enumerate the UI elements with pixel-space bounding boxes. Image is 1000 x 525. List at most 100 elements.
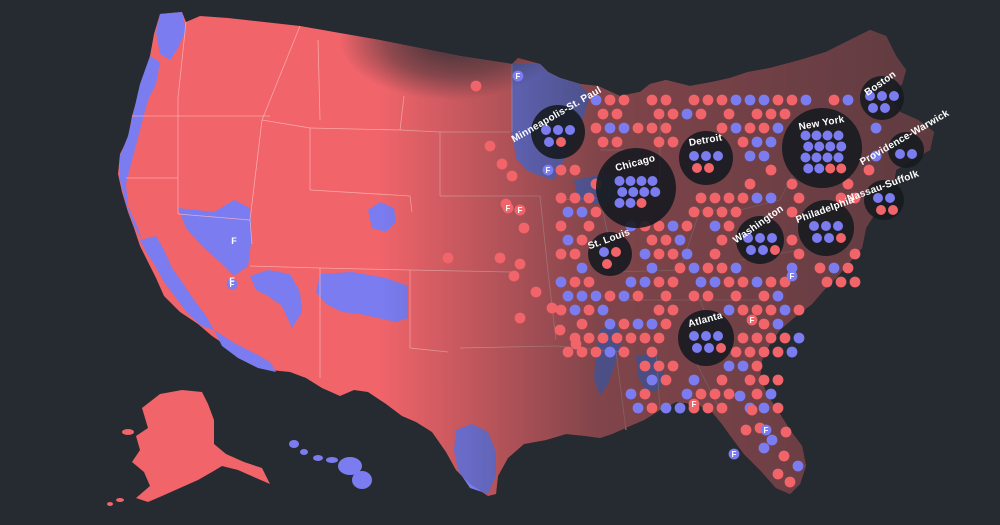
district-dot [793, 304, 805, 316]
district-dot [758, 122, 770, 134]
district-dot [740, 424, 752, 436]
district-dot [583, 192, 595, 204]
metro-district-dot [625, 176, 636, 186]
hawaii-island [338, 457, 362, 475]
district-dot [625, 388, 637, 400]
district-dot [236, 38, 248, 50]
flip-marker: F [506, 204, 511, 213]
district-dot [639, 276, 651, 288]
metro-cluster-halo [588, 232, 632, 276]
district-dot [716, 206, 728, 218]
metro-district-dot [836, 233, 846, 243]
district-dot [306, 72, 318, 84]
metro-district-dot [821, 221, 831, 231]
metro-district-dot [880, 103, 890, 113]
district-dot [590, 206, 602, 218]
district-dot [800, 94, 812, 106]
metro-district-dot [565, 125, 575, 135]
district-dot [814, 262, 826, 274]
district-dot [786, 234, 798, 246]
district-dot [660, 122, 672, 134]
district-dot [772, 374, 784, 386]
district-dot [646, 94, 658, 106]
district-dot [766, 434, 778, 446]
district-dot [514, 204, 526, 216]
district-dot [494, 252, 506, 264]
district-dot [772, 318, 784, 330]
district-dot [639, 360, 651, 372]
flip-marker: F [230, 280, 235, 289]
district-dot [702, 402, 714, 414]
district-dot [772, 94, 784, 106]
district-dot [709, 192, 721, 204]
district-dot [751, 332, 763, 344]
metro-district-dot [701, 331, 711, 341]
district-dot [546, 302, 558, 314]
district-dot [226, 278, 238, 290]
hawaii-island [313, 455, 323, 461]
district-dot [723, 388, 735, 400]
district-dot [646, 262, 658, 274]
district-dot [632, 290, 644, 302]
metro-district-dot [743, 233, 753, 243]
flip-marker: F [790, 272, 795, 281]
district-dot [590, 122, 602, 134]
district-dot [688, 206, 700, 218]
district-dot [604, 94, 616, 106]
district-dot [674, 262, 686, 274]
district-dot [618, 290, 630, 302]
district-dot [604, 290, 616, 302]
district-dot [590, 94, 602, 106]
flip-marker: F [692, 400, 697, 409]
district-dot [779, 332, 791, 344]
district-dot [667, 304, 679, 316]
district-dot [786, 346, 798, 358]
district-dot [751, 388, 763, 400]
district-dot [734, 390, 746, 402]
metro-district-dot [825, 141, 836, 152]
metro-district-dot [689, 151, 699, 161]
district-dot [744, 374, 756, 386]
district-dot [639, 248, 651, 260]
metro-district-dot [822, 130, 833, 141]
district-dot [737, 136, 749, 148]
metro-cluster-st-louis: St. Louis [587, 227, 632, 276]
metro-cluster-detroit: Detroit [679, 131, 733, 185]
district-dot [772, 468, 784, 480]
district-dot [632, 402, 644, 414]
district-dot [758, 402, 770, 414]
district-dot [569, 248, 581, 260]
district-dot [576, 290, 588, 302]
district-dot [723, 192, 735, 204]
district-dot [849, 192, 861, 204]
democratic-region [214, 330, 276, 372]
district-dot [555, 164, 567, 176]
district-dot [653, 276, 665, 288]
district-dot [842, 262, 854, 274]
district-dot [562, 290, 574, 302]
district-dot [870, 150, 882, 162]
district-dot [758, 442, 770, 454]
democratic-region [156, 12, 186, 60]
district-dot [730, 122, 742, 134]
district-dot [786, 262, 798, 274]
district-dot [716, 262, 728, 274]
district-dot [653, 332, 665, 344]
district-dot [765, 108, 777, 120]
district-dot [751, 136, 763, 148]
district-dot [709, 388, 721, 400]
district-dot [639, 332, 651, 344]
district-dot [646, 374, 658, 386]
state-border [261, 25, 301, 121]
district-dot [702, 94, 714, 106]
flip-region-marker: F [231, 236, 237, 246]
flipped-district-dot: F [786, 270, 798, 282]
metro-district-dot [876, 205, 886, 215]
district-dot [576, 346, 588, 358]
district-dot [765, 192, 777, 204]
district-dot [849, 248, 861, 260]
metro-cluster-halo [888, 132, 924, 168]
district-dot [653, 360, 665, 372]
district-dot [555, 248, 567, 260]
district-dot [758, 290, 770, 302]
